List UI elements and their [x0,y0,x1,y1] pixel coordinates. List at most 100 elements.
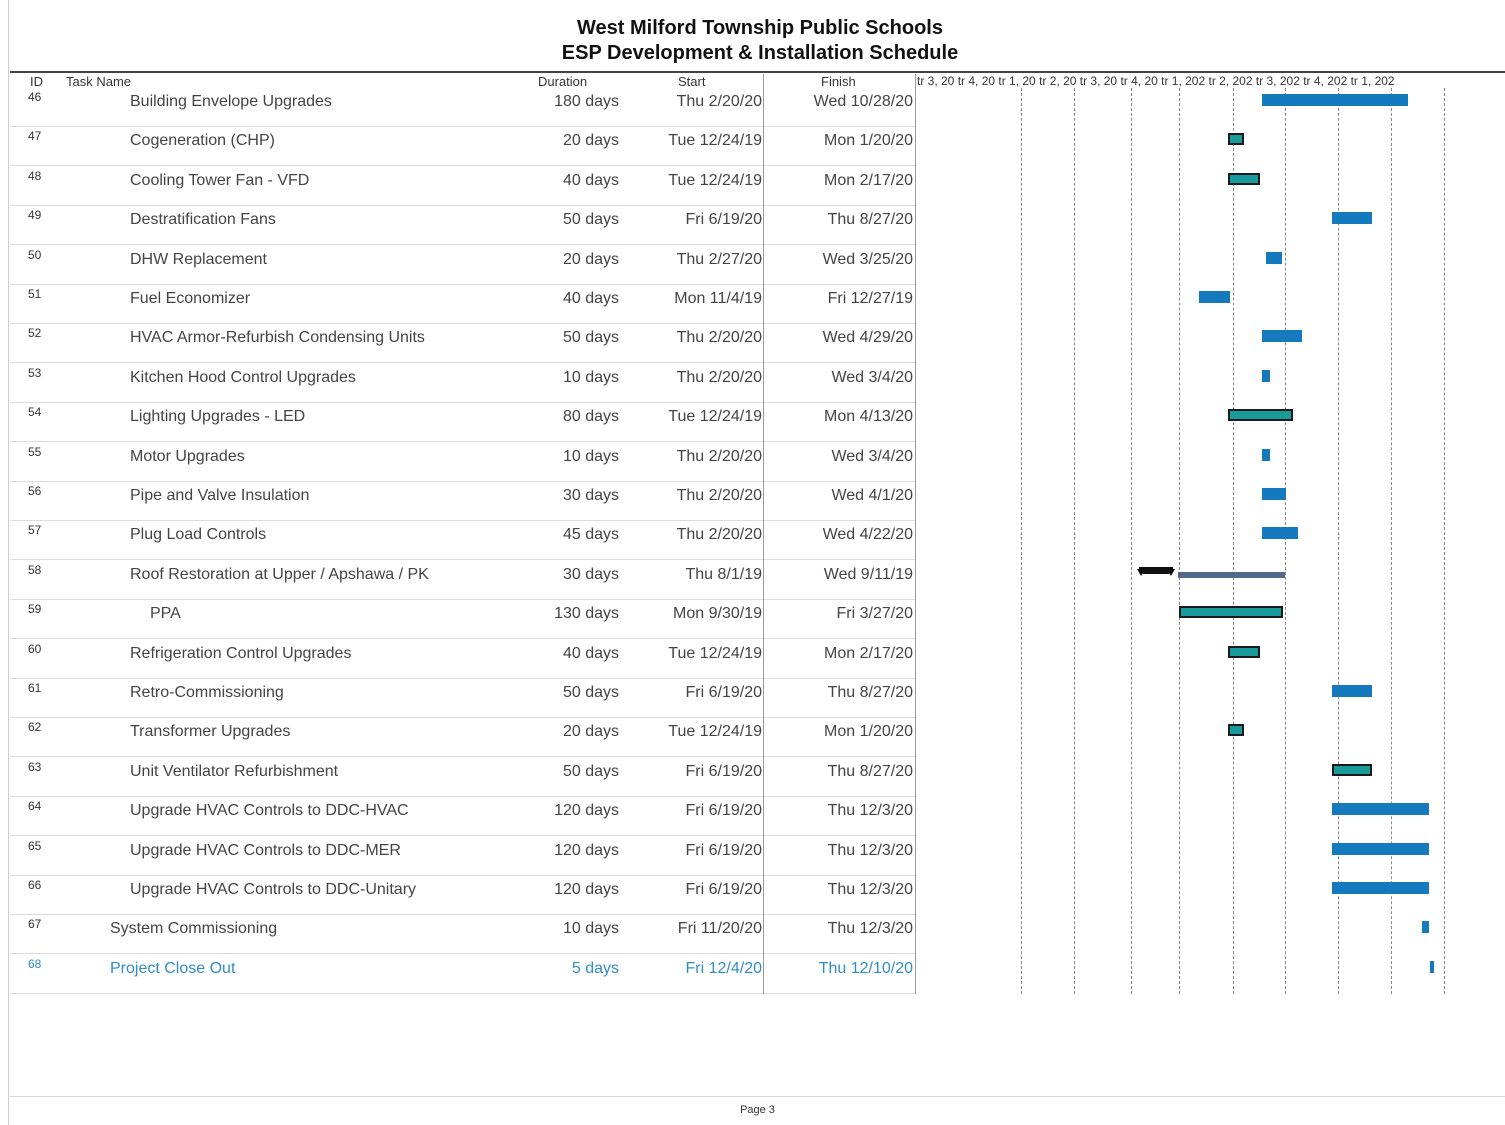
task-duration: 120 days [554,881,619,898]
task-start: Thu 2/20/20 [676,487,762,504]
task-finish: Wed 4/29/20 [822,329,913,347]
task-id: 60 [28,641,42,656]
task-row: 55 Motor Upgrades 10 days Thu 2/20/20 Wed 3/… [10,443,915,482]
task-start: Thu 2/20/20 [676,329,762,347]
gantt-bar [1332,763,1373,776]
gantt-bar [1262,330,1303,343]
row-divider [10,638,915,640]
task-name: Cogeneration (CHP) [130,132,275,150]
task-duration: 40 days [562,171,619,189]
gantt-bar [1332,212,1373,225]
task-duration: 10 days [562,920,619,938]
row-divider [10,520,915,521]
task-finish: Wed 3/4/20 [831,368,913,386]
row-divider [10,126,915,127]
task-name: Upgrade HVAC Controls to DDC-Unitary [130,881,417,898]
task-duration: 40 days [562,644,619,662]
task-duration: 20 days [562,723,619,741]
task-id: 59 [28,602,42,617]
task-row: 46 Building Envelope Upgrades 180 days Thu … [10,88,915,127]
task-start: Fri 6/19/20 [685,762,762,780]
task-row: 61 Retro-Commissioning 50 days Fri 6/19/20 T… [10,679,915,718]
task-name: Lighting Upgrades - LED [130,408,306,426]
task-duration: 10 days [562,447,619,465]
row-divider [10,401,915,403]
task-finish: Fri 3/27/20 [836,605,913,623]
task-start: Fri 12/4/20 [685,959,762,977]
task-start: Thu 2/20/20 [676,447,762,465]
gantt-bar [1332,803,1430,816]
gantt-gridline [1074,88,1075,994]
task-duration: 45 days [562,526,619,544]
task-finish: Thu 12/3/20 [827,881,913,898]
task-row: 52 HVAC Armor-Refurbish Condensing Units 5… [10,324,915,364]
task-duration: 50 days [562,211,619,229]
task-row: 49 Destratification Fans 50 days Fri 6/19/2… [10,206,915,246]
task-row: 67 System Commissioning 10 days Fri 11/20/2… [10,915,915,955]
task-id: 64 [28,799,42,814]
task-name: Kitchen Hood Control Upgrades [130,368,356,386]
gantt-bar [1266,251,1282,264]
row-divider [10,992,915,994]
task-row: 51 Fuel Economizer 40 days Mon 11/4/19 Fri 1… [10,285,915,324]
gantt-bar [1332,685,1373,697]
task-finish: Thu 8/27/20 [827,762,913,780]
task-finish: Wed 4/1/20 [831,487,913,504]
task-duration: 120 days [554,841,619,859]
task-id: 48 [28,168,42,183]
task-duration: 20 days [562,250,619,268]
task-id: 58 [28,562,42,577]
page-number: Page 3 [740,1104,775,1116]
task-id: 47 [28,129,42,144]
task-finish: Wed 3/4/20 [831,447,913,465]
row-divider [10,835,915,837]
task-duration: 50 days [562,329,619,347]
task-row: 47 Cogeneration (CHP) 20 days Tue 12/24/19 M… [10,127,915,167]
row-divider [10,323,915,324]
gantt-timescale: tr 3, 20 tr 4, 20 tr 1, 20 tr 2, 20 tr 3… [917,74,1395,88]
row-divider [10,362,915,364]
task-name: DHW Replacement [130,250,267,268]
start-finish-divider [763,74,764,994]
task-finish: Thu 12/3/20 [827,802,913,820]
row-divider [10,914,915,915]
task-finish: Mon 2/17/20 [824,171,913,189]
task-start: Thu 2/20/20 [676,93,762,110]
task-start: Thu 2/27/20 [676,250,762,268]
task-start: Tue 12/24/19 [668,408,762,426]
task-id: 67 [28,917,42,932]
task-id: 62 [28,720,42,735]
gantt-bar [1262,94,1409,106]
task-duration: 5 days [571,959,619,977]
task-name: Transformer Upgrades [130,723,291,741]
task-id: 61 [28,681,42,695]
gantt-gridline [1444,88,1445,994]
task-start: Mon 11/4/19 [674,290,762,307]
gantt-bar [1421,921,1430,934]
task-finish: Mon 1/20/20 [824,132,913,150]
task-row: 63 Unit Ventilator Refurbishment 50 days Fr… [10,758,915,797]
row-divider [10,480,915,482]
task-duration: 120 days [554,802,619,820]
row-divider [10,441,915,443]
row-divider [10,953,915,955]
gantt-bar [1332,842,1430,855]
gantt-bar [1199,291,1231,303]
task-id: 54 [28,405,42,420]
task-start: Thu 2/20/20 [676,368,762,386]
task-row: 58 Roof Restoration at Upper / Apshawa / … [10,561,915,600]
task-duration: 30 days [562,565,619,583]
task-name: Roof Restoration at Upper / Apshawa / PK [130,565,429,583]
row-divider [10,795,915,797]
task-id: 51 [28,287,42,301]
task-finish: Mon 2/17/20 [824,644,913,662]
task-start: Fri 6/19/20 [685,881,762,898]
task-name: Fuel Economizer [130,290,251,307]
task-finish: Wed 3/25/20 [822,250,913,268]
task-row: 50 DHW Replacement 20 days Thu 2/27/20 Wed 3… [10,246,915,285]
task-finish: Wed 4/22/20 [822,526,913,544]
report-subtitle: ESP Development & Installation Schedule [561,42,959,64]
task-row: 62 Transformer Upgrades 20 days Tue 12/24/1… [10,718,915,758]
task-id: 63 [28,759,42,774]
gantt-bar [1332,882,1430,894]
